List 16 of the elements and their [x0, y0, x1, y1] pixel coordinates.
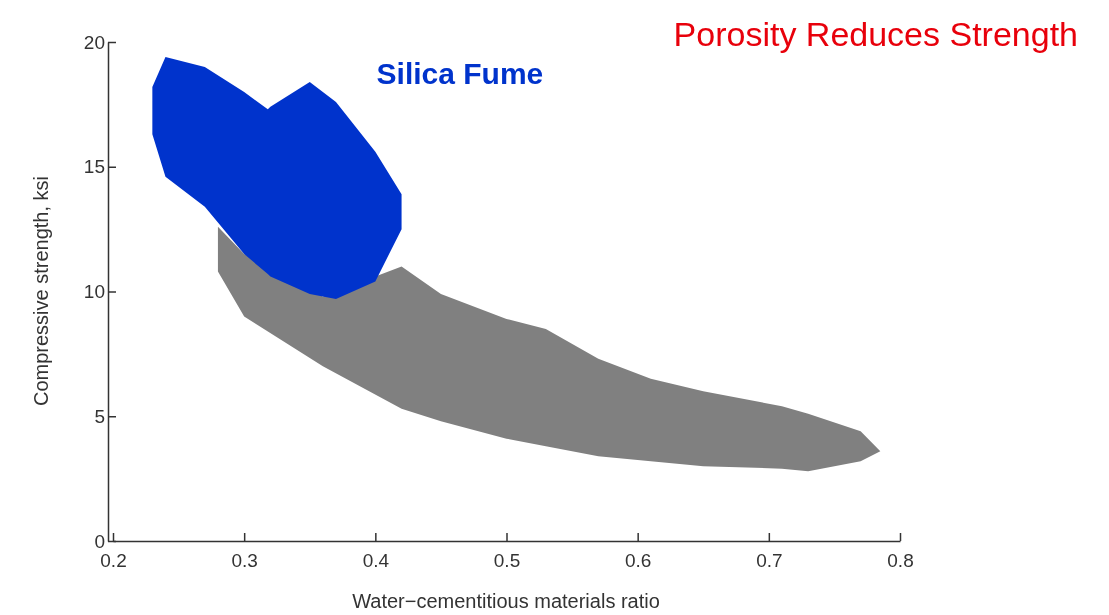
x-tick-label: 0.4 [362, 549, 390, 571]
x-axis-title: Water−cementitious materials ratio [352, 590, 660, 612]
x-tick-label: 0.3 [231, 549, 258, 571]
y-tick-label: 0 [94, 530, 105, 552]
chart-title: Porosity Reduces Strength [673, 15, 1078, 53]
legend-label: Silica Fume [376, 56, 544, 90]
y-tick-label: 5 [94, 405, 105, 427]
y-tick-label: 10 [83, 281, 105, 303]
x-tick-label: 0.5 [493, 549, 521, 571]
y-tick-label: 20 [83, 31, 105, 53]
x-tick-label: 0.6 [624, 549, 652, 571]
y-tick-label: 15 [83, 156, 105, 178]
x-tick-label: 0.8 [887, 549, 914, 571]
y-axis-title: Compressive strength, ksi [30, 175, 52, 407]
x-tick-label: 0.2 [100, 549, 127, 571]
x-tick-label: 0.7 [756, 549, 783, 571]
